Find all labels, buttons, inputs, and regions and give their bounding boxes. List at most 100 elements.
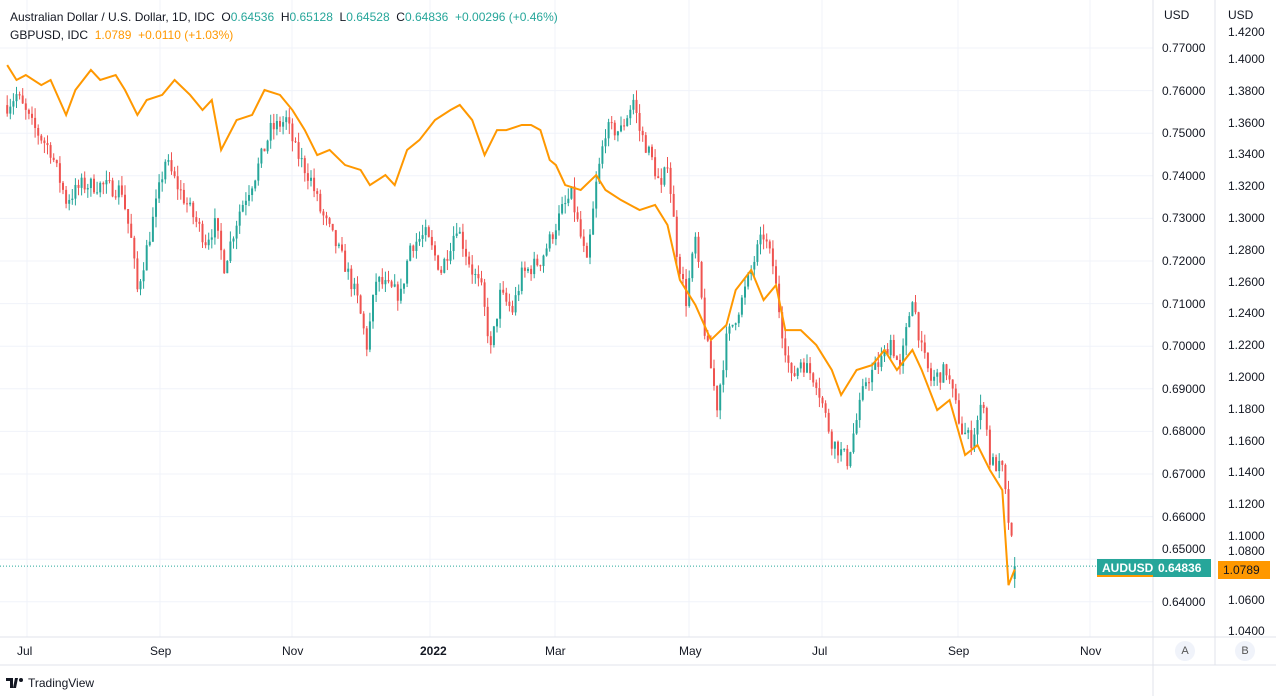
candle-body: [217, 218, 219, 231]
candle-body: [37, 127, 40, 136]
candle-body: [768, 241, 771, 249]
axis-b-tick: 1.3600: [1228, 115, 1265, 130]
high-value: 0.65128: [289, 10, 333, 24]
candle-body: [824, 403, 827, 413]
candle-body: [911, 302, 914, 317]
candle-body: [93, 178, 95, 193]
candle-body: [815, 382, 818, 389]
candle-body: [567, 198, 570, 204]
candle-body: [325, 215, 328, 219]
last-price-tag: 0.64836: [1153, 559, 1211, 577]
axis-b-tick: 1.2400: [1228, 306, 1265, 321]
candle-body: [654, 157, 657, 177]
candle-body: [846, 448, 849, 467]
tradingview-logo[interactable]: TradingView: [6, 676, 94, 690]
candle-body: [27, 109, 30, 114]
candle-body: [263, 148, 266, 152]
axis-b-tick: 1.0400: [1228, 624, 1265, 639]
candle-body: [988, 429, 991, 465]
candle-body: [235, 225, 238, 239]
candle-body: [142, 270, 145, 282]
candle-body: [623, 125, 626, 127]
candle-body: [446, 258, 449, 261]
candle-body: [430, 236, 433, 246]
candle-body: [542, 255, 545, 267]
candle-body: [957, 400, 960, 424]
candle-body: [313, 177, 316, 192]
candle-body: [833, 441, 836, 449]
axis-a-tick: 0.67000: [1162, 467, 1206, 481]
candle-body: [186, 203, 188, 205]
candle-body: [632, 99, 635, 110]
candle-body: [917, 312, 920, 341]
candle-body: [74, 184, 77, 199]
candle-body: [18, 94, 21, 96]
candle-body: [908, 316, 911, 328]
candle-body: [883, 349, 886, 357]
candle-body: [266, 140, 269, 152]
candle-body: [229, 241, 232, 261]
candle-body: [179, 189, 182, 191]
candle-body: [976, 420, 979, 435]
candle-body: [362, 313, 365, 329]
candle-body: [734, 323, 737, 325]
candle-body: [331, 223, 334, 231]
candle-body: [598, 163, 601, 182]
candle-body: [725, 333, 728, 371]
axis-a-tick: 0.64000: [1162, 594, 1206, 609]
candle-body: [923, 342, 926, 353]
candle-body: [812, 373, 815, 383]
candle-body: [998, 460, 1001, 472]
candle-body: [316, 191, 319, 194]
candle-body: [49, 145, 52, 158]
candle-body: [864, 382, 867, 387]
candle-body: [124, 194, 126, 210]
candle-body: [843, 448, 846, 450]
candle-body: [678, 256, 681, 274]
axis-a-tick: 0.65000: [1162, 542, 1206, 556]
axis-a-button[interactable]: A: [1175, 641, 1195, 661]
candle-body: [294, 141, 297, 143]
candle-body: [666, 167, 669, 169]
legend-compare: GBPUSD, IDC 1.0789 +0.0110 (+1.03%): [10, 26, 558, 44]
candle-body: [182, 189, 185, 204]
candle-body: [232, 238, 235, 242]
compare-price-tag: 1.0789: [1218, 561, 1270, 579]
candle-body: [96, 192, 99, 194]
candle-body: [421, 235, 424, 239]
candle-body: [12, 101, 15, 107]
candle-body: [737, 314, 740, 324]
candle-body: [248, 195, 250, 201]
candle-body: [164, 161, 167, 180]
compare-last: 1.0789: [94, 28, 132, 42]
candle-body: [926, 352, 929, 369]
candle-body: [694, 236, 697, 254]
axis-b-tick: 1.1600: [1228, 433, 1265, 448]
symbol-tag: AUDUSD: [1097, 559, 1159, 577]
candle-body: [895, 356, 898, 360]
compare-title: GBPUSD, IDC: [10, 28, 89, 42]
candle-body: [375, 281, 378, 295]
candle-body: [365, 328, 368, 350]
candle-body: [579, 219, 582, 237]
candle-body: [213, 218, 216, 238]
candle-body: [508, 301, 511, 306]
axis-b-button[interactable]: B: [1235, 641, 1255, 661]
axis-a-tick: 0.73000: [1162, 211, 1206, 226]
candle-body: [685, 278, 688, 307]
candle-body: [554, 230, 557, 240]
candle-body: [942, 364, 945, 383]
candle-body: [251, 188, 254, 196]
candle-body: [660, 178, 663, 185]
candle-body: [663, 167, 666, 185]
candle-body: [629, 109, 632, 119]
candle-body: [558, 213, 560, 231]
candle-body: [62, 182, 64, 190]
candle-body: [533, 258, 536, 275]
candle-body: [607, 122, 610, 139]
candle-body: [657, 176, 660, 179]
low-label: L: [339, 10, 347, 24]
candle-body: [207, 239, 210, 246]
candle-body: [334, 230, 337, 247]
